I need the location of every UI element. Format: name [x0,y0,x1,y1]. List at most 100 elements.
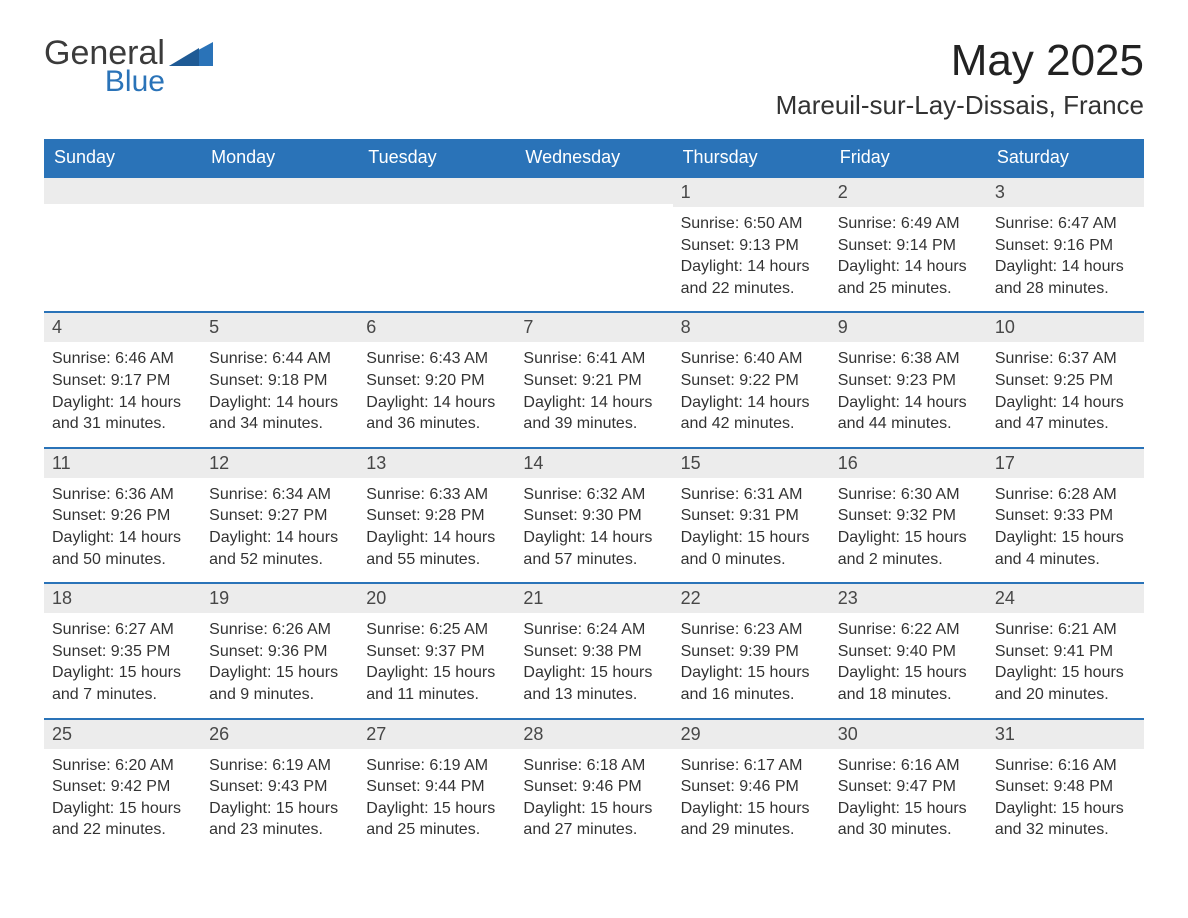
sunset-line: Sunset: 9:13 PM [681,235,822,257]
day-details: Sunrise: 6:34 AMSunset: 9:27 PMDaylight:… [209,484,350,570]
daylight-line-1: Daylight: 15 hours [995,662,1136,684]
sunrise-line: Sunrise: 6:25 AM [366,619,507,641]
title-block: May 2025 Mareuil-sur-Lay-Dissais, France [776,36,1144,121]
sunrise-line: Sunrise: 6:38 AM [838,348,979,370]
day-details: Sunrise: 6:16 AMSunset: 9:48 PMDaylight:… [995,755,1136,841]
sunrise-line: Sunrise: 6:18 AM [523,755,664,777]
day-cell: 23Sunrise: 6:22 AMSunset: 9:40 PMDayligh… [830,582,987,717]
sunrise-line: Sunrise: 6:21 AM [995,619,1136,641]
day-details: Sunrise: 6:17 AMSunset: 9:46 PMDaylight:… [681,755,822,841]
sunset-line: Sunset: 9:47 PM [838,776,979,798]
daylight-line-1: Daylight: 14 hours [838,256,979,278]
daylight-line-1: Daylight: 15 hours [995,527,1136,549]
daylight-line-1: Daylight: 15 hours [995,798,1136,820]
daylight-line-2: and 47 minutes. [995,413,1136,435]
daylight-line-2: and 39 minutes. [523,413,664,435]
week-row: 4Sunrise: 6:46 AMSunset: 9:17 PMDaylight… [44,311,1144,446]
day-cell: 2Sunrise: 6:49 AMSunset: 9:14 PMDaylight… [830,176,987,311]
sunrise-line: Sunrise: 6:32 AM [523,484,664,506]
daylight-line-2: and 52 minutes. [209,549,350,571]
day-cell: 26 Sunrise: 6:19 AMSunset: 9:43 PMDayligh… [201,718,358,853]
day-number: 12 [201,447,358,478]
day-details: Sunrise: 6:25 AMSunset: 9:37 PMDaylight:… [366,619,507,705]
week-row: 11Sunrise: 6:36 AMSunset: 9:26 PMDayligh… [44,447,1144,582]
day-cell: 28 Sunrise: 6:18 AMSunset: 9:46 PMDayligh… [515,718,672,853]
day-details: Sunrise: 6:44 AMSunset: 9:18 PMDaylight:… [209,348,350,434]
sunset-line: Sunset: 9:48 PM [995,776,1136,798]
daylight-line-2: and 11 minutes. [366,684,507,706]
header-row: General Blue May 2025 Mareuil-sur-Lay-Di… [44,36,1144,121]
daylight-line-1: Daylight: 15 hours [838,527,979,549]
daylight-line-2: and 55 minutes. [366,549,507,571]
day-details: Sunrise: 6:50 AMSunset: 9:13 PMDaylight:… [681,213,822,299]
daylight-line-1: Daylight: 15 hours [523,798,664,820]
sunset-line: Sunset: 9:18 PM [209,370,350,392]
sunset-line: Sunset: 9:43 PM [209,776,350,798]
daylight-line-2: and 50 minutes. [52,549,193,571]
sunrise-line: Sunrise: 6:41 AM [523,348,664,370]
daylight-line-2: and 23 minutes. [209,819,350,841]
sunrise-line: Sunrise: 6:50 AM [681,213,822,235]
daylight-line-2: and 31 minutes. [52,413,193,435]
daylight-line-1: Daylight: 14 hours [838,392,979,414]
day-number: 23 [830,582,987,613]
day-details: Sunrise: 6:21 AMSunset: 9:41 PMDaylight:… [995,619,1136,705]
weekday-saturday: Saturday [987,139,1144,176]
daylight-line-2: and 34 minutes. [209,413,350,435]
sunrise-line: Sunrise: 6:43 AM [366,348,507,370]
day-cell: 29 Sunrise: 6:17 AMSunset: 9:46 PMDayligh… [673,718,830,853]
daylight-line-2: and 42 minutes. [681,413,822,435]
daylight-line-2: and 25 minutes. [366,819,507,841]
day-details: Sunrise: 6:19 AMSunset: 9:43 PMDaylight:… [209,755,350,841]
day-number: 6 [358,311,515,342]
day-cell: 16Sunrise: 6:30 AMSunset: 9:32 PMDayligh… [830,447,987,582]
daylight-line-2: and 22 minutes. [681,278,822,300]
daylight-line-2: and 2 minutes. [838,549,979,571]
day-details: Sunrise: 6:37 AMSunset: 9:25 PMDaylight:… [995,348,1136,434]
sunrise-line: Sunrise: 6:19 AM [209,755,350,777]
day-cell: 6 Sunrise: 6:43 AMSunset: 9:20 PMDaylight… [358,311,515,446]
day-cell: 7 Sunrise: 6:41 AMSunset: 9:21 PMDaylight… [515,311,672,446]
day-number: 26 [201,718,358,749]
daylight-line-2: and 4 minutes. [995,549,1136,571]
day-cell: 15Sunrise: 6:31 AMSunset: 9:31 PMDayligh… [673,447,830,582]
sunset-line: Sunset: 9:23 PM [838,370,979,392]
daylight-line-1: Daylight: 14 hours [52,527,193,549]
sunrise-line: Sunrise: 6:19 AM [366,755,507,777]
sunrise-line: Sunrise: 6:20 AM [52,755,193,777]
sunrise-line: Sunrise: 6:46 AM [52,348,193,370]
daylight-line-1: Daylight: 15 hours [681,662,822,684]
daylight-line-2: and 29 minutes. [681,819,822,841]
sunrise-line: Sunrise: 6:36 AM [52,484,193,506]
daylight-line-2: and 22 minutes. [52,819,193,841]
daylight-line-2: and 18 minutes. [838,684,979,706]
day-number: 22 [673,582,830,613]
day-details: Sunrise: 6:41 AMSunset: 9:21 PMDaylight:… [523,348,664,434]
day-details: Sunrise: 6:43 AMSunset: 9:20 PMDaylight:… [366,348,507,434]
sunrise-line: Sunrise: 6:49 AM [838,213,979,235]
weekday-sunday: Sunday [44,139,201,176]
day-number: 20 [358,582,515,613]
day-number: 24 [987,582,1144,613]
day-cell: 4Sunrise: 6:46 AMSunset: 9:17 PMDaylight… [44,311,201,446]
daylight-line-1: Daylight: 14 hours [209,392,350,414]
sunset-line: Sunset: 9:31 PM [681,505,822,527]
daylight-line-2: and 7 minutes. [52,684,193,706]
day-number: 29 [673,718,830,749]
day-cell: 11 Sunrise: 6:36 AMSunset: 9:26 PMDayligh… [44,447,201,582]
daylight-line-2: and 44 minutes. [838,413,979,435]
day-cell: 31Sunrise: 6:16 AMSunset: 9:48 PMDayligh… [987,718,1144,853]
day-number: 11 [44,447,201,478]
sunset-line: Sunset: 9:46 PM [681,776,822,798]
day-number: 7 [515,311,672,342]
day-number: 28 [515,718,672,749]
daylight-line-1: Daylight: 14 hours [681,256,822,278]
sunset-line: Sunset: 9:26 PM [52,505,193,527]
day-details: Sunrise: 6:32 AMSunset: 9:30 PMDaylight:… [523,484,664,570]
sunset-line: Sunset: 9:46 PM [523,776,664,798]
daylight-line-1: Daylight: 15 hours [681,527,822,549]
day-number: 30 [830,718,987,749]
daylight-line-1: Daylight: 15 hours [52,662,193,684]
sunset-line: Sunset: 9:35 PM [52,641,193,663]
day-number: 4 [44,311,201,342]
